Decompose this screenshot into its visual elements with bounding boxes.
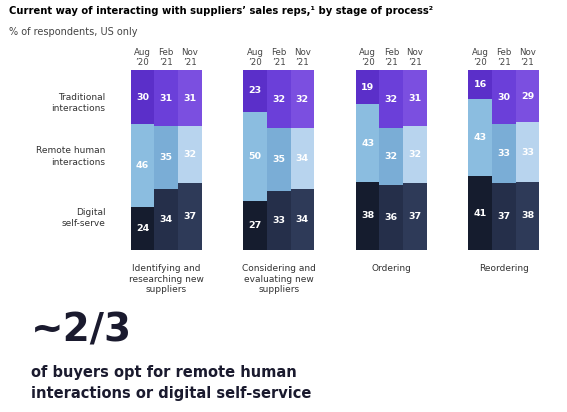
Text: 37: 37: [183, 212, 196, 221]
Bar: [243, 112, 267, 201]
Text: 37: 37: [497, 212, 510, 221]
Bar: [379, 185, 403, 250]
Text: Feb
’21: Feb ’21: [496, 48, 511, 67]
Text: Reordering: Reordering: [479, 265, 529, 273]
Text: Nov
’21: Nov ’21: [407, 48, 424, 67]
Text: 24: 24: [136, 224, 149, 233]
Text: 32: 32: [408, 150, 421, 159]
Bar: [178, 70, 202, 126]
Bar: [403, 70, 427, 126]
Text: Current way of interacting with suppliers’ sales reps,¹ by stage of process²: Current way of interacting with supplier…: [9, 6, 433, 16]
Bar: [516, 182, 539, 250]
Bar: [379, 70, 403, 128]
Text: 35: 35: [160, 153, 173, 162]
Text: 32: 32: [385, 94, 398, 103]
Text: 46: 46: [136, 161, 149, 170]
Bar: [178, 126, 202, 183]
Text: 32: 32: [385, 152, 398, 161]
Bar: [267, 128, 290, 191]
Text: 23: 23: [248, 87, 262, 96]
Bar: [356, 182, 379, 250]
Text: 16: 16: [473, 80, 487, 89]
Text: 33: 33: [521, 147, 534, 157]
Text: Digital
self-serve: Digital self-serve: [62, 208, 105, 228]
Bar: [154, 70, 178, 126]
Text: 31: 31: [160, 94, 173, 103]
Bar: [516, 70, 539, 122]
Text: Ordering: Ordering: [371, 265, 411, 273]
Text: Traditional
interactions: Traditional interactions: [52, 93, 105, 112]
Bar: [267, 70, 290, 128]
Bar: [290, 128, 314, 189]
Text: 50: 50: [248, 152, 261, 161]
Text: Considering and
evaluating new
suppliers: Considering and evaluating new suppliers: [242, 265, 316, 294]
Text: Nov
’21: Nov ’21: [519, 48, 536, 67]
Bar: [492, 70, 516, 124]
Text: 30: 30: [497, 93, 510, 102]
Bar: [131, 207, 154, 250]
Text: 33: 33: [272, 216, 285, 225]
Text: 31: 31: [183, 94, 196, 103]
Text: 36: 36: [385, 213, 398, 222]
Bar: [290, 70, 314, 128]
Text: Nov
’21: Nov ’21: [181, 48, 198, 67]
Text: 32: 32: [272, 94, 285, 103]
Text: 37: 37: [408, 212, 421, 221]
Text: 34: 34: [296, 154, 309, 163]
Bar: [267, 191, 290, 250]
Text: 30: 30: [136, 93, 149, 102]
Bar: [468, 99, 492, 176]
Bar: [178, 183, 202, 250]
Text: Feb
’21: Feb ’21: [271, 48, 286, 67]
Text: 38: 38: [361, 211, 374, 220]
Bar: [356, 104, 379, 182]
Bar: [379, 128, 403, 185]
Bar: [154, 126, 178, 189]
Bar: [356, 70, 379, 104]
Text: Remote human
interactions: Remote human interactions: [36, 146, 105, 166]
Text: Aug
’20: Aug ’20: [134, 48, 151, 67]
Text: 27: 27: [248, 221, 262, 230]
Text: 43: 43: [473, 133, 487, 142]
Bar: [492, 124, 516, 183]
Text: Aug
’20: Aug ’20: [359, 48, 376, 67]
Text: 41: 41: [473, 208, 487, 218]
Text: 35: 35: [272, 154, 285, 164]
Text: 32: 32: [296, 94, 309, 103]
Text: 29: 29: [521, 92, 534, 101]
Text: Identifying and
researching new
suppliers: Identifying and researching new supplier…: [129, 265, 204, 294]
Text: 43: 43: [361, 138, 374, 147]
Text: 34: 34: [296, 215, 309, 224]
Text: Nov
’21: Nov ’21: [294, 48, 311, 67]
Bar: [516, 122, 539, 182]
Text: 32: 32: [183, 150, 196, 159]
Bar: [403, 126, 427, 183]
Text: Aug
’20: Aug ’20: [472, 48, 489, 67]
Text: 19: 19: [361, 83, 374, 92]
Text: Feb
’21: Feb ’21: [159, 48, 174, 67]
Text: ~2/3: ~2/3: [31, 311, 132, 349]
Text: Feb
’21: Feb ’21: [384, 48, 399, 67]
Text: of buyers opt for remote human
interactions or digital self-service: of buyers opt for remote human interacti…: [31, 365, 311, 400]
Text: Aug
’20: Aug ’20: [247, 48, 264, 67]
Text: 33: 33: [497, 149, 510, 158]
Text: 38: 38: [521, 211, 534, 220]
Bar: [403, 183, 427, 250]
Bar: [492, 183, 516, 250]
Bar: [243, 70, 267, 112]
Bar: [243, 201, 267, 250]
Bar: [154, 189, 178, 250]
Text: 34: 34: [160, 215, 173, 224]
Bar: [468, 70, 492, 99]
Text: 31: 31: [408, 94, 421, 103]
Bar: [290, 189, 314, 250]
Bar: [131, 70, 154, 124]
Text: % of respondents, US only: % of respondents, US only: [9, 27, 137, 37]
Bar: [131, 124, 154, 207]
Bar: [468, 176, 492, 250]
